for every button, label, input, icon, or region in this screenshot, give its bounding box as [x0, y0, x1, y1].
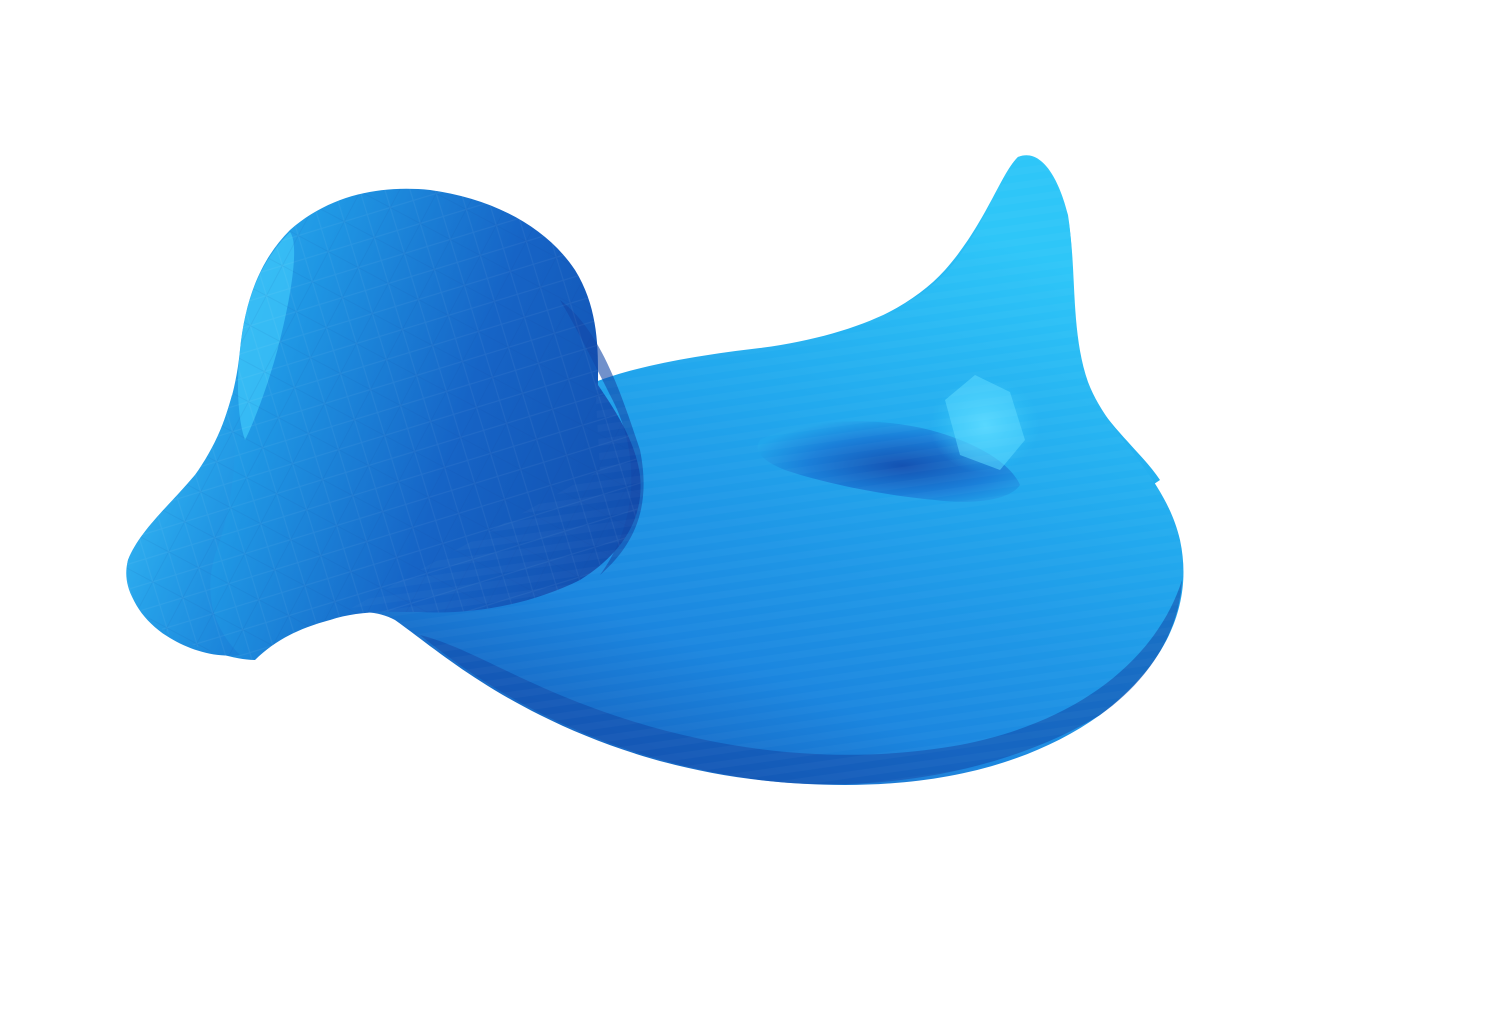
body-band-overlay [330, 155, 1184, 785]
